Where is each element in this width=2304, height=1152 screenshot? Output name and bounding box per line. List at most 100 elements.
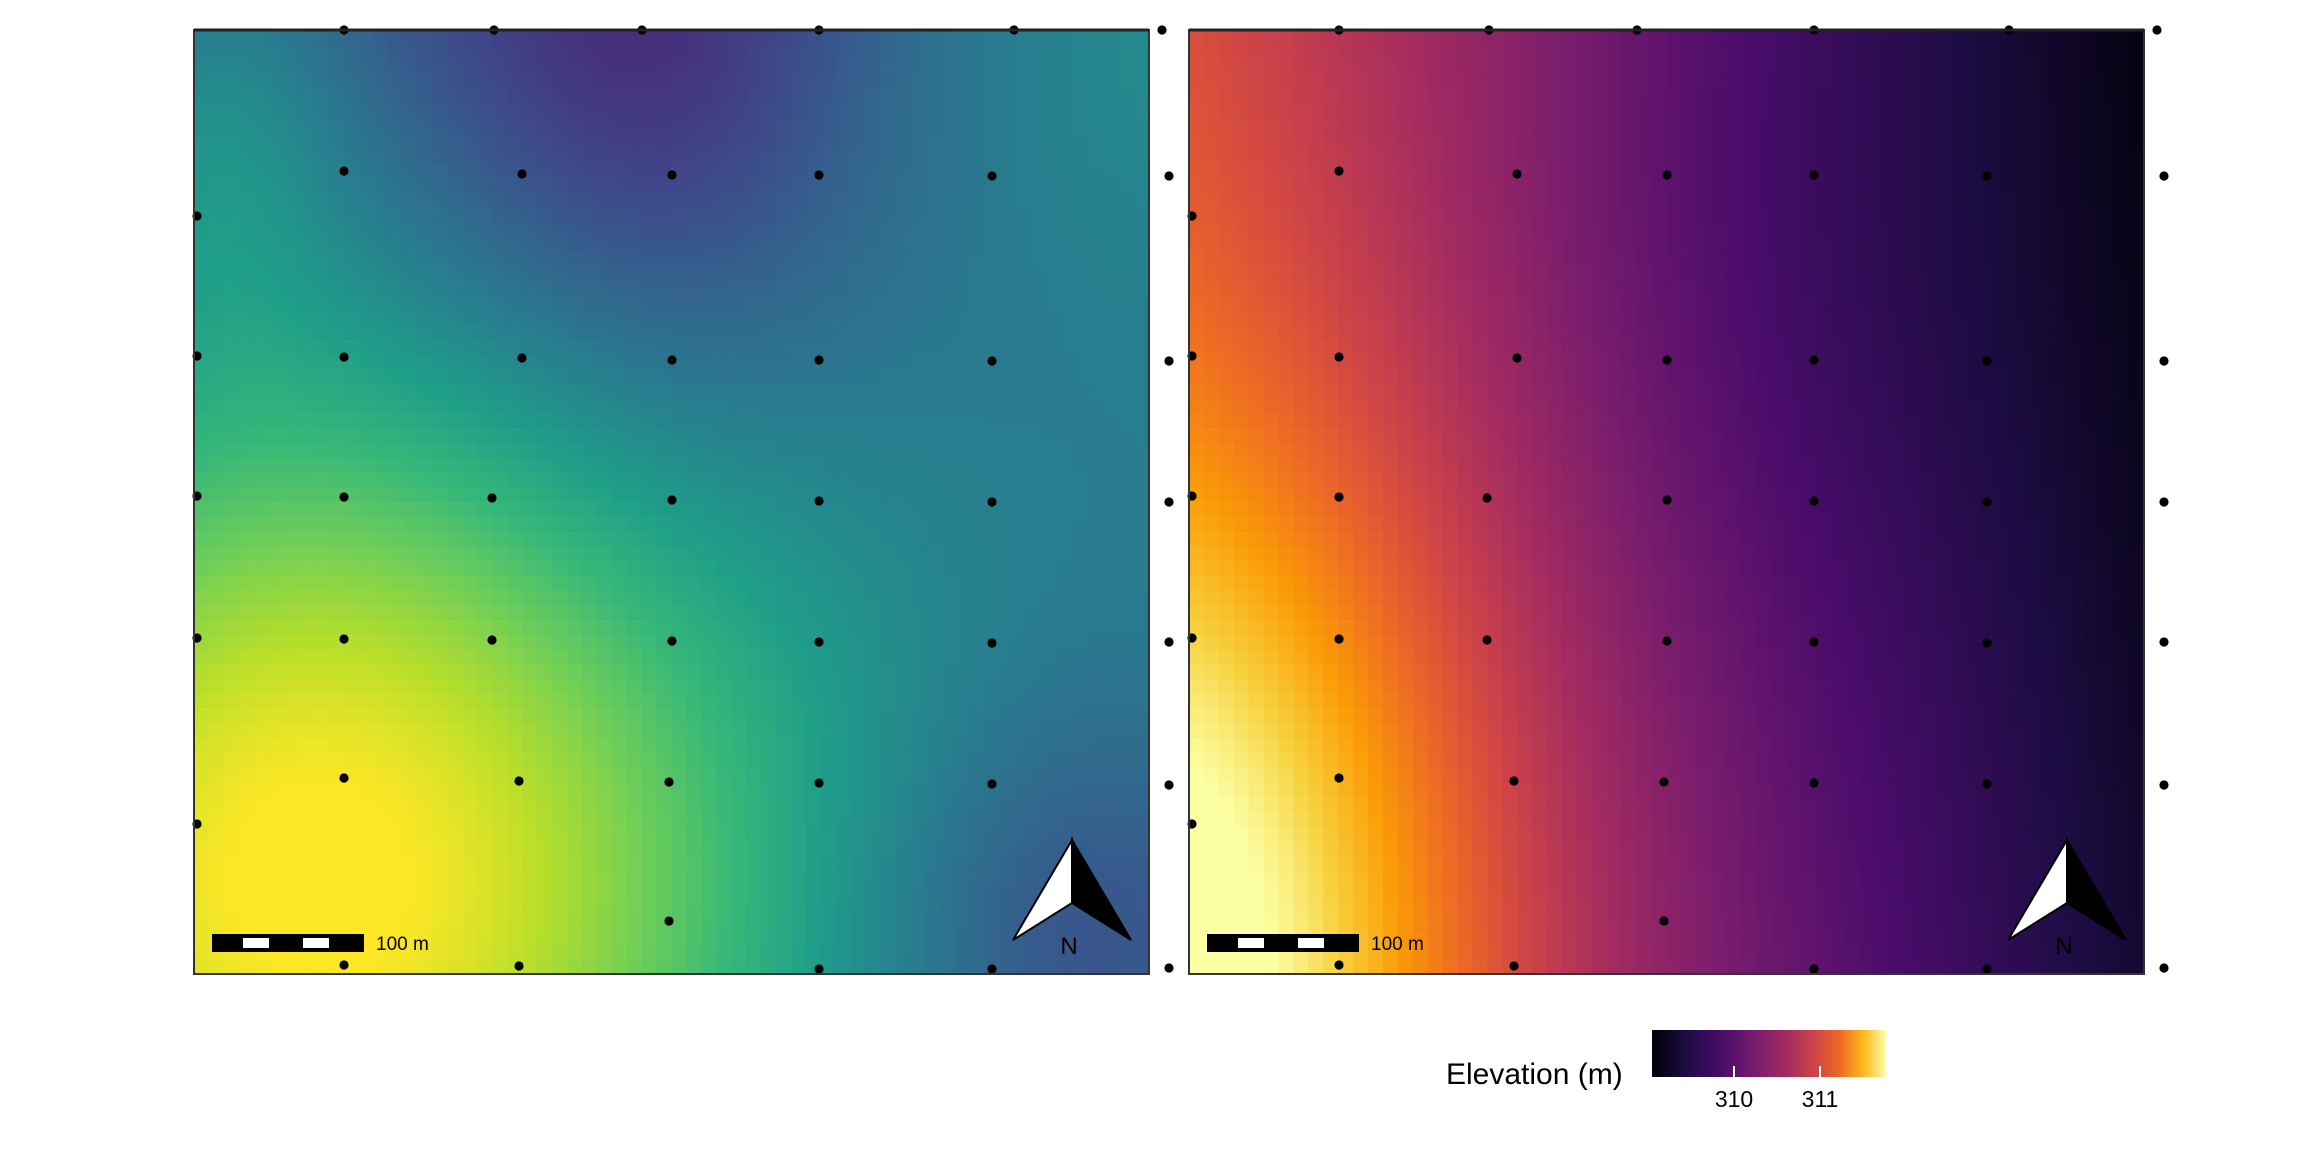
- raster-cell: [716, 221, 732, 238]
- raster-cell: [955, 280, 971, 297]
- raster-cell: [223, 59, 240, 75]
- raster-cell: [1830, 118, 1847, 134]
- raster-cell: [671, 664, 688, 680]
- raster-cell: [283, 797, 300, 813]
- raster-cell: [865, 708, 881, 724]
- raster-cell: [1815, 177, 1832, 193]
- raster-cell: [1029, 457, 1046, 474]
- raster-cell: [1248, 192, 1265, 208]
- raster-cell: [462, 413, 479, 429]
- raster-cell: [373, 207, 389, 223]
- raster-cell: [223, 207, 240, 223]
- raster-cell: [940, 266, 956, 282]
- raster-cell: [358, 797, 374, 813]
- raster-cell: [656, 679, 673, 695]
- raster-cell: [492, 369, 508, 385]
- raster-cell: [1218, 30, 1235, 46]
- raster-cell: [969, 354, 986, 370]
- raster-cell: [955, 443, 971, 459]
- raster-cell: [790, 295, 807, 311]
- raster-cell: [1606, 103, 1623, 120]
- raster-cell: [910, 752, 926, 769]
- raster-cell: [1875, 74, 1891, 90]
- raster-cell: [641, 280, 658, 297]
- raster-cell: [775, 354, 792, 370]
- raster-cell: [850, 103, 867, 120]
- raster-cell: [298, 738, 314, 754]
- raster-cell: [417, 915, 434, 931]
- raster-cell: [865, 738, 881, 754]
- raster-cell: [2114, 74, 2130, 90]
- raster-cell: [1029, 133, 1046, 149]
- raster-cell: [1338, 89, 1354, 105]
- raster-cell: [641, 664, 658, 680]
- raster-cell: [358, 856, 374, 872]
- raster-cell: [268, 590, 285, 606]
- raster-cell: [1134, 251, 1149, 267]
- raster-cell: [402, 738, 419, 754]
- raster-cell: [761, 103, 777, 120]
- raster-cell: [194, 148, 210, 164]
- raster-cell: [925, 856, 941, 872]
- raster-cell: [238, 133, 255, 149]
- raster-cell: [1994, 30, 2011, 46]
- raster-cell: [641, 708, 658, 724]
- raster-cell: [641, 546, 658, 562]
- raster-cell: [895, 738, 911, 754]
- raster-cell: [1487, 118, 1503, 134]
- raster-cell: [880, 236, 896, 252]
- raster-cell: [1119, 546, 1135, 562]
- raster-cell: [731, 929, 747, 946]
- raster-cell: [746, 782, 762, 798]
- raster-cell: [850, 280, 867, 297]
- raster-cell: [402, 133, 419, 149]
- raster-cell: [552, 148, 568, 164]
- raster-cell: [492, 620, 508, 636]
- raster-cell: [537, 398, 553, 415]
- raster-cell: [492, 177, 508, 193]
- raster-cell: [447, 605, 464, 621]
- raster-cell: [1044, 649, 1061, 665]
- raster-cell: [626, 236, 643, 252]
- raster-cell: [671, 929, 688, 946]
- raster-cell: [1134, 148, 1149, 164]
- raster-cell: [865, 546, 881, 562]
- raster-cell: [940, 811, 956, 828]
- raster-cell: [955, 959, 971, 974]
- raster-cell: [1756, 148, 1772, 164]
- raster-cell: [522, 192, 538, 208]
- raster-cell: [969, 693, 986, 710]
- raster-cell: [1651, 177, 1668, 193]
- raster-cell: [1741, 44, 1757, 61]
- raster-cell: [805, 221, 822, 238]
- raster-cell: [313, 236, 329, 252]
- raster-cell: [820, 959, 837, 974]
- raster-cell: [223, 74, 240, 90]
- raster-cell: [313, 767, 329, 783]
- raster-cell: [626, 590, 643, 606]
- raster-cell: [686, 561, 702, 577]
- raster-cell: [328, 457, 344, 474]
- raster-cell: [492, 575, 508, 592]
- raster-cell: [462, 929, 479, 946]
- raster-cell: [761, 354, 777, 370]
- raster-cell: [955, 251, 971, 267]
- raster-cell: [641, 295, 658, 311]
- raster-cell: [761, 44, 777, 61]
- raster-cell: [1770, 118, 1787, 134]
- raster-cell: [984, 797, 1001, 813]
- raster-cell: [1074, 590, 1090, 606]
- raster-cell: [328, 797, 344, 813]
- raster-cell: [955, 708, 971, 724]
- raster-cell: [895, 605, 911, 621]
- raster-cell: [596, 870, 613, 887]
- raster-cell: [895, 664, 911, 680]
- raster-cell: [790, 59, 807, 75]
- raster-cell: [567, 708, 583, 724]
- raster-cell: [1119, 221, 1135, 238]
- raster-cell: [1412, 44, 1429, 61]
- raster-cell: [1134, 900, 1149, 916]
- raster-cell: [1248, 44, 1265, 61]
- raster-cell: [507, 251, 523, 267]
- raster-cell: [507, 487, 523, 503]
